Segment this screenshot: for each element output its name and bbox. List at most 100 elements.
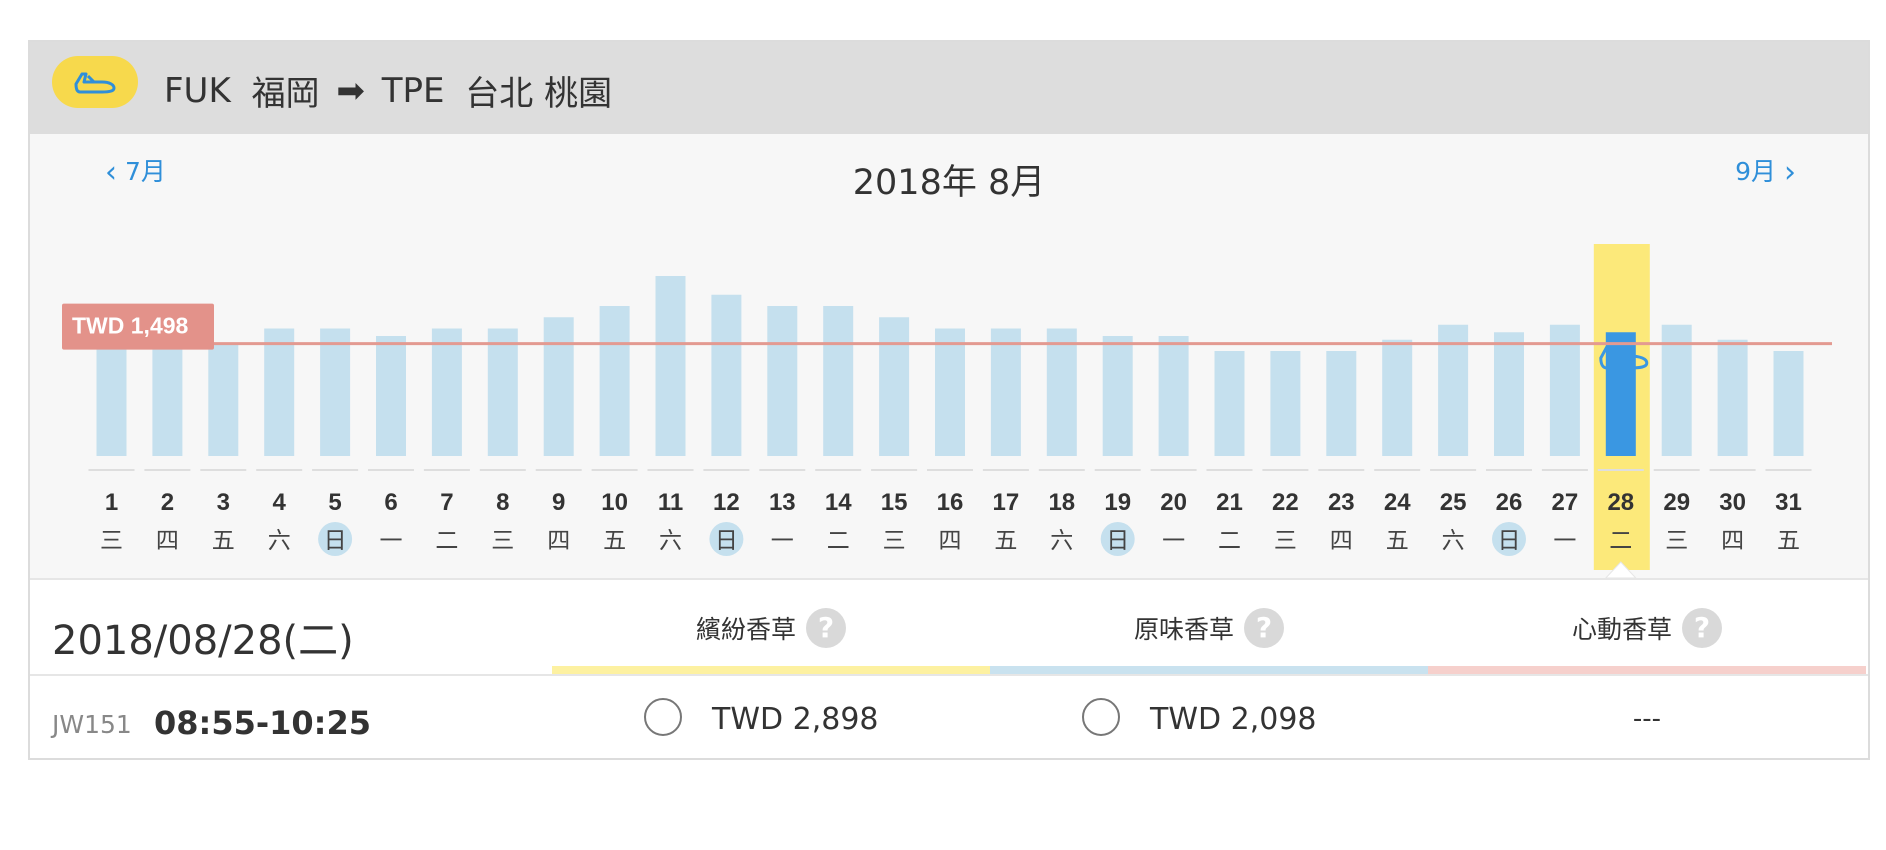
weekday-label[interactable]: 日 <box>1498 528 1521 554</box>
day-number[interactable]: 30 <box>1719 489 1746 516</box>
weekday-label[interactable]: 四 <box>1330 528 1353 554</box>
price-bar[interactable] <box>1270 351 1301 456</box>
weekday-label[interactable]: 五 <box>212 528 235 554</box>
fare-radio[interactable] <box>1082 698 1120 736</box>
price-bar[interactable] <box>823 306 854 456</box>
weekday-label[interactable]: 四 <box>1721 528 1744 554</box>
day-number[interactable]: 17 <box>993 489 1020 516</box>
day-number[interactable]: 23 <box>1328 489 1355 516</box>
weekday-label[interactable]: 一 <box>380 528 403 554</box>
price-bar[interactable] <box>264 328 295 457</box>
day-number[interactable]: 10 <box>601 489 628 516</box>
weekday-label[interactable]: 三 <box>1665 528 1688 554</box>
weekday-label[interactable]: 三 <box>491 528 514 554</box>
weekday-label[interactable]: 日 <box>715 528 738 554</box>
price-bar[interactable] <box>152 343 183 456</box>
weekday-label[interactable]: 日 <box>324 528 347 554</box>
price-bar[interactable] <box>487 328 518 457</box>
weekday-label[interactable]: 二 <box>827 528 850 554</box>
day-number[interactable]: 4 <box>273 489 287 516</box>
price-bar[interactable] <box>1549 324 1580 456</box>
fare-option[interactable]: TWD 2,898 <box>552 698 990 748</box>
prev-month-link[interactable]: ‹ 7月 <box>105 152 166 190</box>
price-bar[interactable] <box>990 328 1021 457</box>
price-bar[interactable] <box>208 343 239 456</box>
next-month-link[interactable]: 9月 › <box>1735 152 1796 190</box>
price-bar[interactable] <box>599 306 630 456</box>
price-bar[interactable] <box>1158 336 1189 456</box>
day-number[interactable]: 8 <box>496 489 509 516</box>
weekday-label[interactable]: 日 <box>1106 528 1129 554</box>
price-bar[interactable] <box>655 276 686 456</box>
weekday-label[interactable]: 二 <box>435 528 458 554</box>
weekday-label[interactable]: 六 <box>268 528 291 554</box>
day-number[interactable]: 16 <box>937 489 964 516</box>
day-number[interactable]: 24 <box>1384 489 1411 516</box>
price-bar[interactable] <box>320 328 351 457</box>
weekday-label[interactable]: 六 <box>659 528 682 554</box>
day-number[interactable]: 12 <box>713 489 740 516</box>
weekday-label[interactable]: 二 <box>1609 528 1632 554</box>
price-bar[interactable] <box>1046 328 1077 457</box>
price-bar[interactable] <box>879 317 910 456</box>
price-bar[interactable] <box>376 336 406 456</box>
help-icon[interactable]: ? <box>1244 608 1284 648</box>
weekday-label[interactable]: 一 <box>1162 528 1185 554</box>
weekday-label[interactable]: 六 <box>1442 528 1465 554</box>
fare-radio[interactable] <box>644 698 682 736</box>
day-number[interactable]: 28 <box>1607 489 1634 516</box>
day-number[interactable]: 11 <box>658 489 683 516</box>
price-bar[interactable] <box>1214 351 1245 456</box>
price-bar[interactable] <box>935 328 965 457</box>
weekday-label[interactable]: 一 <box>771 528 794 554</box>
weekday-label[interactable]: 六 <box>1050 528 1073 554</box>
price-bar[interactable] <box>767 306 798 456</box>
weekday-label[interactable]: 三 <box>883 528 906 554</box>
price-bar[interactable] <box>1438 324 1469 456</box>
price-bar[interactable] <box>1717 339 1748 456</box>
price-bar[interactable] <box>543 317 574 456</box>
price-bar[interactable] <box>1773 351 1804 456</box>
price-bar[interactable] <box>1326 351 1357 456</box>
day-number[interactable]: 18 <box>1048 489 1075 516</box>
price-bar[interactable] <box>1382 339 1413 456</box>
weekday-label[interactable]: 四 <box>156 528 179 554</box>
weekday-label[interactable]: 四 <box>547 528 570 554</box>
price-bar[interactable] <box>1661 324 1692 456</box>
day-number[interactable]: 19 <box>1104 489 1131 516</box>
price-bar[interactable] <box>431 328 462 457</box>
day-number[interactable]: 15 <box>881 489 908 516</box>
day-number[interactable]: 21 <box>1216 489 1243 516</box>
price-bar[interactable] <box>1494 332 1524 456</box>
fare-option[interactable]: TWD 2,098 <box>990 698 1428 748</box>
weekday-label[interactable]: 五 <box>1777 528 1800 554</box>
day-number[interactable]: 22 <box>1272 489 1299 516</box>
day-number[interactable]: 6 <box>384 489 397 516</box>
day-number[interactable]: 26 <box>1496 489 1523 516</box>
day-number[interactable]: 7 <box>440 489 453 516</box>
day-number[interactable]: 1 <box>105 489 118 516</box>
day-number[interactable]: 2 <box>161 489 174 516</box>
day-number[interactable]: 5 <box>328 489 341 516</box>
weekday-label[interactable]: 五 <box>603 528 626 554</box>
day-number[interactable]: 14 <box>825 489 852 516</box>
price-bar[interactable] <box>711 294 742 456</box>
weekday-label[interactable]: 二 <box>1218 528 1241 554</box>
weekday-label[interactable]: 三 <box>1274 528 1297 554</box>
day-number[interactable]: 29 <box>1663 489 1690 516</box>
price-bar[interactable] <box>1102 336 1133 456</box>
weekday-label[interactable]: 一 <box>1553 528 1576 554</box>
price-bar[interactable] <box>96 343 127 456</box>
day-number[interactable]: 31 <box>1775 489 1802 516</box>
weekday-label[interactable]: 四 <box>939 528 962 554</box>
day-number[interactable]: 13 <box>769 489 796 516</box>
weekday-label[interactable]: 三 <box>100 528 123 554</box>
help-icon[interactable]: ? <box>806 608 846 648</box>
weekday-label[interactable]: 五 <box>1386 528 1409 554</box>
day-number[interactable]: 3 <box>217 489 230 516</box>
weekday-label[interactable]: 五 <box>994 528 1017 554</box>
day-number[interactable]: 9 <box>552 489 565 516</box>
help-icon[interactable]: ? <box>1682 608 1722 648</box>
day-number[interactable]: 25 <box>1440 489 1467 516</box>
day-number[interactable]: 27 <box>1552 489 1579 516</box>
